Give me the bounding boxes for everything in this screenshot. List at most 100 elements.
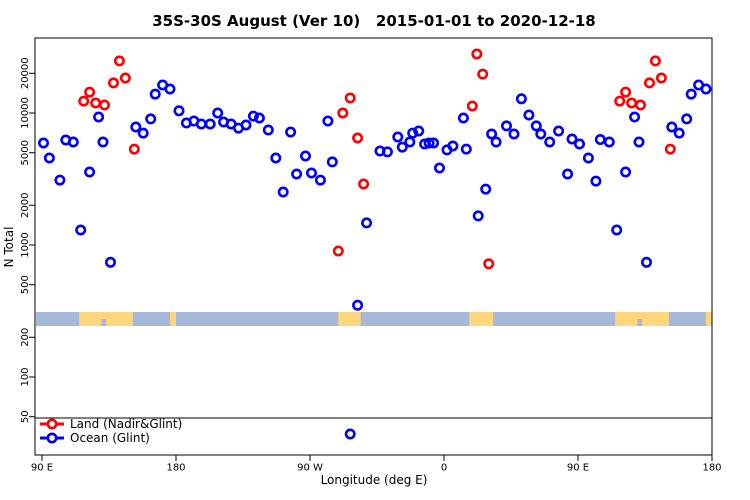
data-point (352, 132, 364, 144)
strip-land-patch (79, 312, 102, 326)
data-point (508, 128, 520, 140)
x-tick-label: 90 W (297, 463, 323, 474)
data-point (629, 111, 641, 123)
data-point (655, 72, 667, 84)
data-point (262, 124, 274, 136)
data-point (358, 178, 370, 190)
data-point (466, 100, 478, 112)
strip-land-patch (469, 312, 494, 326)
data-point (108, 77, 120, 89)
data-point (204, 118, 216, 130)
data-point (447, 140, 459, 152)
data-point (145, 113, 157, 125)
x-tick-label: 90 E (31, 463, 53, 474)
chart-title: 35S-30S August (Ver 10) 2015-01-01 to 20… (152, 12, 595, 30)
data-point (640, 256, 652, 268)
data-point (352, 299, 364, 311)
strip-land-bridge (101, 312, 107, 319)
plot-border (34, 37, 713, 456)
data-point (240, 119, 252, 131)
data-point (37, 137, 49, 149)
strip-ocean (36, 312, 712, 326)
data-point (553, 125, 565, 137)
data-point (344, 92, 356, 104)
data-point (381, 146, 393, 158)
data-point (97, 136, 109, 148)
data-point (113, 55, 125, 67)
data-point (270, 152, 282, 164)
data-point (566, 133, 578, 145)
strip-land-patch (642, 312, 669, 326)
data-point (361, 217, 373, 229)
data-point (643, 77, 655, 89)
data-point (460, 143, 472, 155)
strip-land-patch (106, 312, 133, 326)
data-point (84, 86, 96, 98)
data-point (344, 428, 356, 440)
data-point (149, 88, 161, 100)
data-point (67, 136, 79, 148)
data-point (396, 141, 408, 153)
data-point (43, 152, 55, 164)
strip-land-patch (706, 312, 712, 326)
data-point (93, 111, 105, 123)
data-point (685, 88, 697, 100)
data-point (626, 97, 638, 109)
data-point (119, 72, 131, 84)
data-point (332, 245, 344, 257)
data-point (483, 258, 495, 270)
data-point (614, 95, 626, 107)
data-point (299, 150, 311, 162)
data-point (544, 136, 556, 148)
data-point (603, 136, 615, 148)
data-point (291, 168, 303, 180)
data-point (673, 127, 685, 139)
y-tick-label: 200 (20, 328, 31, 347)
data-point (305, 167, 317, 179)
strip-land-patch (170, 312, 176, 326)
data-point (681, 113, 693, 125)
x-tick-label: 180 (166, 463, 185, 474)
legend-marker-ocean-icon (46, 432, 58, 444)
data-point (173, 105, 185, 117)
x-axis-ticks: 90 E 180 90 W 0 90 E 180 (31, 455, 722, 474)
data-point (423, 137, 435, 149)
y-tick-label: 50 (20, 410, 31, 423)
x-tick-label: 0 (441, 463, 447, 474)
data-point (404, 136, 416, 148)
legend-item-ocean: Ocean (Glint) (40, 431, 150, 445)
y-tick-label: 10000 (20, 97, 31, 129)
data-point (477, 68, 489, 80)
data-point (590, 175, 602, 187)
data-point (128, 143, 140, 155)
y-tick-label: 5000 (20, 140, 31, 165)
x-tick-label: 90 E (567, 463, 589, 474)
y-tick-label: 2000 (20, 193, 31, 218)
data-point (413, 125, 425, 137)
x-tick-label: 180 (702, 463, 721, 474)
data-point (515, 93, 527, 105)
data-point (472, 210, 484, 222)
data-point (130, 121, 142, 133)
data-point (105, 256, 117, 268)
data-point (75, 224, 87, 236)
data-point (523, 109, 535, 121)
x-axis-title: Longitude (deg E) (321, 473, 428, 487)
legend-label-land: Land (Nadir&Glint) (70, 417, 182, 431)
y-axis-ticks: 50 100 200 500 1000 2000 5000 10000 20000 (20, 57, 35, 423)
data-point (195, 118, 207, 130)
data-point (212, 107, 224, 119)
legend-box (34, 417, 713, 456)
data-point (611, 224, 623, 236)
data-point (99, 99, 111, 111)
strip-land-patch (615, 312, 638, 326)
data-points-layer (37, 48, 712, 440)
data-point (700, 83, 712, 95)
data-point (84, 166, 96, 178)
data-point (457, 112, 469, 124)
y-axis-title: N Total (2, 227, 16, 268)
data-point (664, 143, 676, 155)
data-point (500, 120, 512, 132)
y-tick-label: 500 (20, 275, 31, 294)
